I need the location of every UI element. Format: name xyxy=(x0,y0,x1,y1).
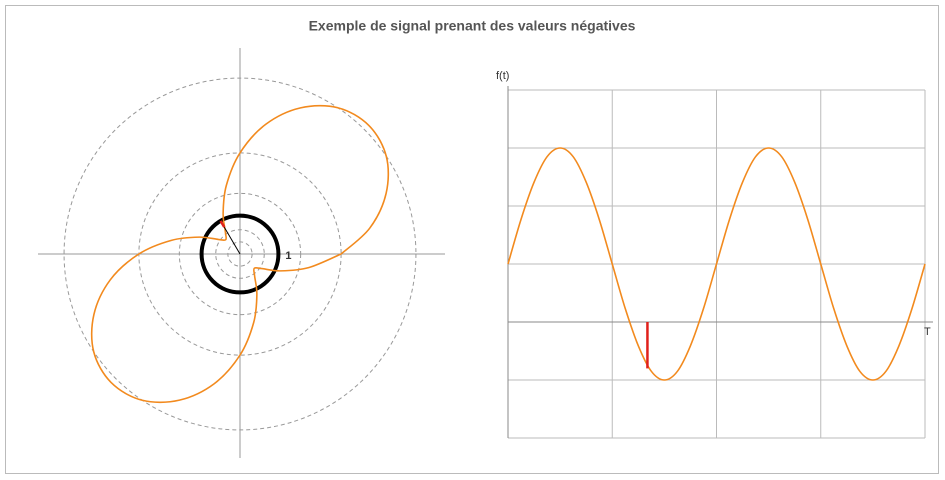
unit-label: 1 xyxy=(285,250,291,262)
y-axis-label: f(t) xyxy=(496,70,509,82)
title: Exemple de signal prenant des valeurs né… xyxy=(309,18,636,34)
grid-circle xyxy=(178,192,302,316)
marker xyxy=(219,220,226,228)
signal-line xyxy=(507,147,926,381)
radius-line xyxy=(223,226,241,255)
grid-circle xyxy=(227,241,253,267)
unit-circle xyxy=(199,213,281,295)
grid-circle xyxy=(215,229,265,279)
grid-circle xyxy=(63,77,417,431)
x-axis-label: T xyxy=(924,326,931,338)
polar-curve xyxy=(90,104,390,404)
frame xyxy=(5,5,939,474)
